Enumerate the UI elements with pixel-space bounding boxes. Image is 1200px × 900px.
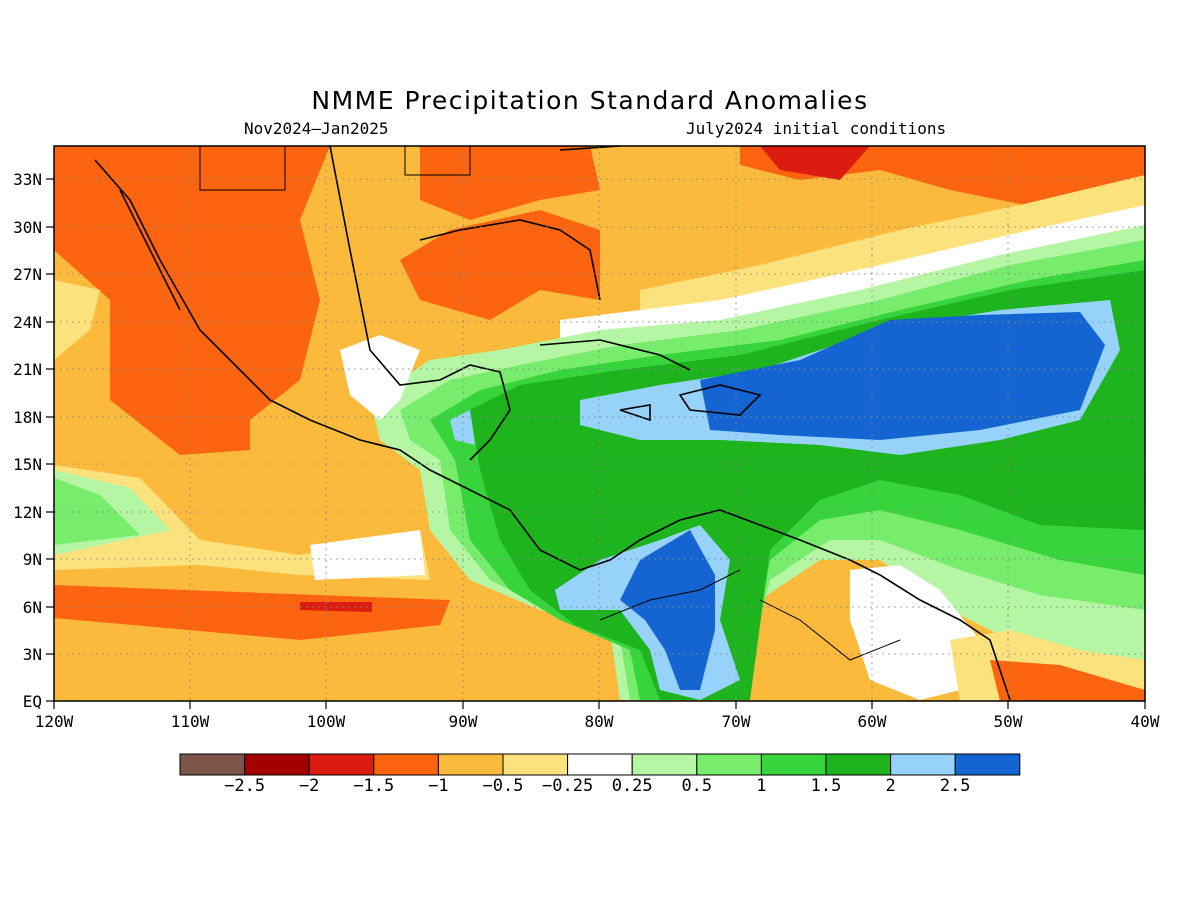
atlantic-max-wet bbox=[700, 312, 1105, 440]
north-atlantic-dry-core bbox=[760, 146, 870, 180]
mexico-dry-region bbox=[54, 146, 330, 455]
colorbar-label: −2 bbox=[298, 776, 320, 796]
colorbar-swatch bbox=[760, 753, 827, 776]
colorbar-swatch bbox=[954, 753, 1021, 776]
colorbar-label: 2 bbox=[885, 776, 896, 796]
colorbar-label: 0.25 bbox=[611, 776, 653, 796]
lat-label: 15N bbox=[13, 455, 42, 474]
lat-label: 21N bbox=[13, 360, 42, 379]
us-southeast-dry bbox=[420, 146, 600, 220]
colorbar-swatch bbox=[567, 753, 633, 776]
map-title: NMME Precipitation Standard Anomalies bbox=[311, 86, 869, 115]
gulf-dry-region bbox=[400, 210, 600, 320]
lat-label: 12N bbox=[13, 503, 42, 522]
colorbar-label: −2.5 bbox=[224, 776, 266, 796]
colorbar-label: 1.5 bbox=[810, 776, 842, 796]
colorbar-label: −0.25 bbox=[542, 776, 594, 796]
colorbar-swatch bbox=[696, 753, 762, 776]
lat-label: 33N bbox=[13, 170, 42, 189]
lon-label: 100W bbox=[306, 712, 346, 731]
lon-label: 40W bbox=[1130, 712, 1160, 731]
colorbar-swatch bbox=[631, 753, 698, 776]
colorbar-swatch bbox=[179, 753, 246, 776]
guiana-neutral bbox=[850, 565, 980, 700]
colorbar-swatch bbox=[502, 753, 569, 776]
pacific-neutral-patch bbox=[310, 530, 425, 580]
lon-label: 110W bbox=[170, 712, 210, 731]
lon-label: 60W bbox=[857, 712, 887, 731]
coastline-outline bbox=[94, 145, 1011, 701]
colorbar-label: −1.5 bbox=[353, 776, 395, 796]
pacific-wet bbox=[54, 478, 140, 545]
colorbar-label: 0.5 bbox=[681, 776, 713, 796]
lon-label: 80W bbox=[584, 712, 614, 731]
axis-ticks bbox=[46, 178, 1146, 709]
atlantic-light-band bbox=[640, 175, 1145, 320]
lat-label: 18N bbox=[13, 408, 42, 427]
colorbar-swatch bbox=[373, 753, 439, 776]
initial-conditions: July2024 initial conditions bbox=[686, 119, 947, 138]
lon-label: 90W bbox=[448, 712, 478, 731]
belize-wet bbox=[450, 410, 475, 445]
yucatan-neutral bbox=[340, 335, 420, 420]
colorbar-swatch bbox=[890, 753, 956, 776]
colombia-max-wet bbox=[620, 530, 715, 690]
lon-label: 120W bbox=[34, 712, 74, 731]
colorbar-label: 1 bbox=[756, 776, 767, 796]
baja-light-patch bbox=[54, 280, 100, 360]
lon-label: 50W bbox=[993, 712, 1023, 731]
colorbar-label: −0.5 bbox=[482, 776, 524, 796]
colorbar-label: 2.5 bbox=[939, 776, 971, 796]
colorbar-label: −1 bbox=[428, 776, 449, 796]
graticule bbox=[54, 146, 1145, 701]
brazil-dry bbox=[990, 660, 1145, 701]
colorbar bbox=[179, 753, 1021, 776]
colorbar-swatch bbox=[437, 753, 504, 776]
lat-label: EQ bbox=[22, 692, 42, 711]
lat-label: 30N bbox=[13, 218, 42, 237]
colorbar-swatch bbox=[308, 753, 375, 776]
lat-label: 27N bbox=[13, 265, 42, 284]
lon-label: 70W bbox=[721, 712, 751, 731]
east-pacific-dry-band bbox=[54, 585, 450, 640]
lat-label: 3N bbox=[22, 645, 42, 664]
lat-label: 24N bbox=[13, 313, 42, 332]
atlantic-neutral-band bbox=[560, 205, 1145, 340]
country-borders bbox=[199, 146, 901, 661]
anomaly-field bbox=[54, 146, 1145, 701]
forecast-period: Nov2024—Jan2025 bbox=[244, 119, 389, 138]
colorbar-swatch bbox=[244, 753, 310, 776]
colorbar-swatch bbox=[825, 753, 892, 776]
lat-label: 9N bbox=[22, 550, 42, 569]
lat-label: 6N bbox=[22, 598, 42, 617]
